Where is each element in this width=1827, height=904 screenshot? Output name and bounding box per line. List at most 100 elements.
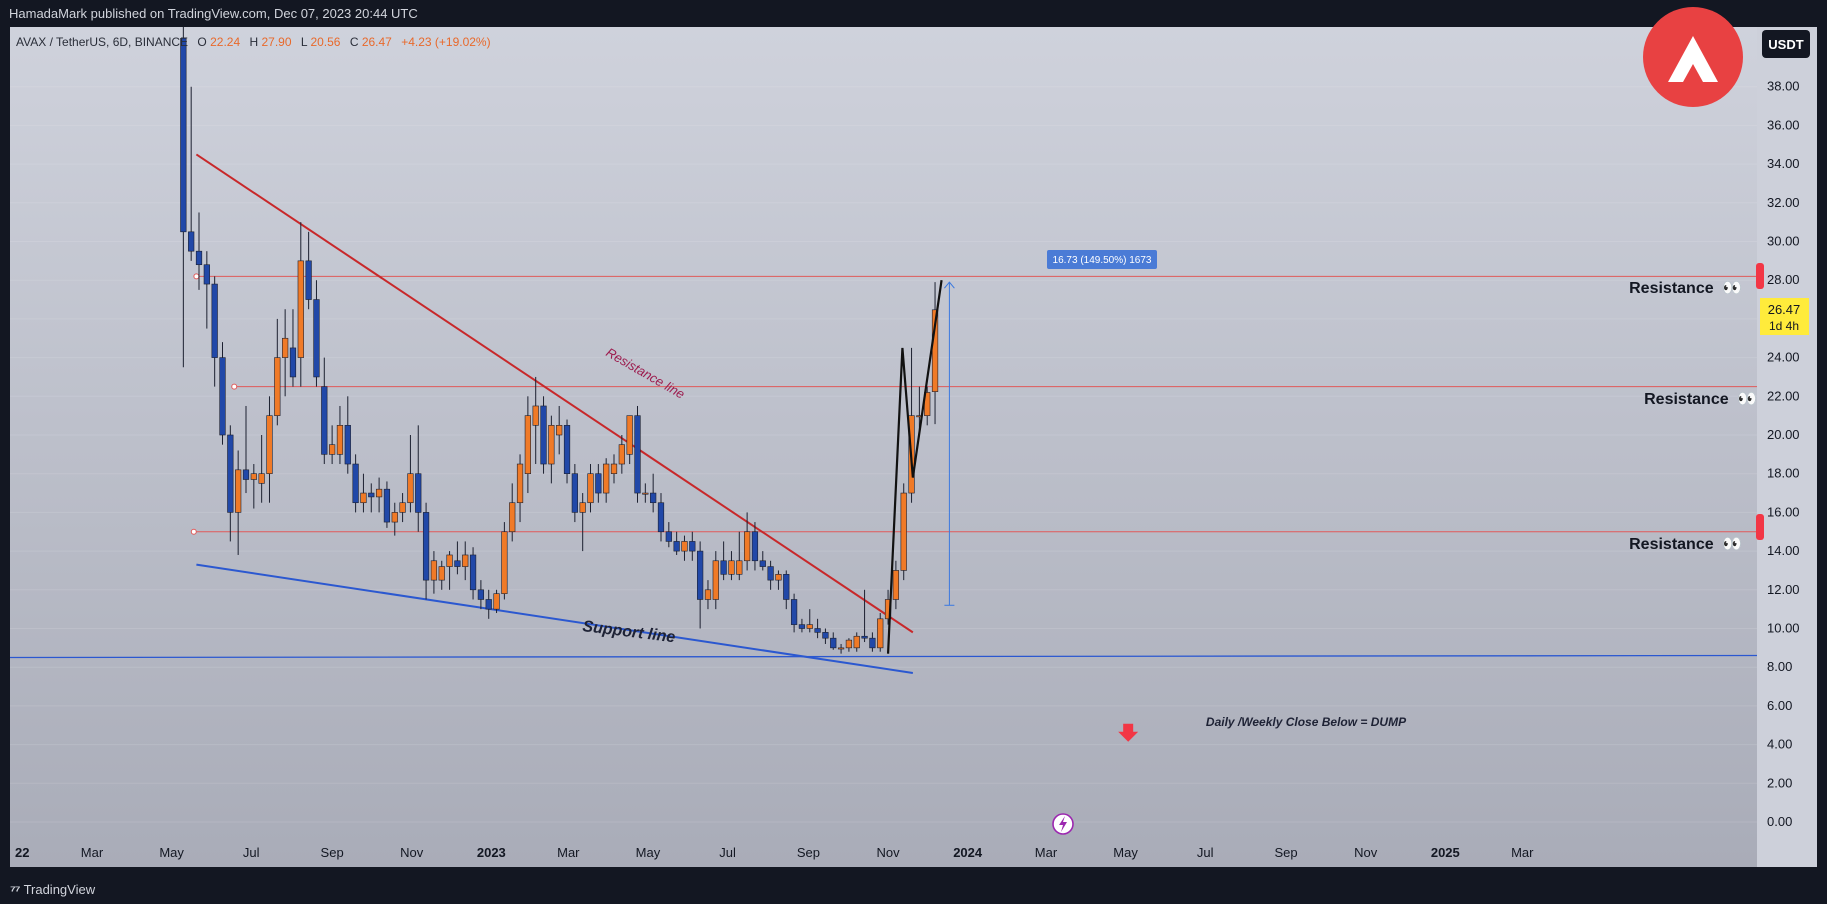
candle[interactable] xyxy=(493,589,500,614)
candle[interactable] xyxy=(235,450,242,555)
candle[interactable] xyxy=(790,593,798,633)
candle[interactable] xyxy=(188,86,195,261)
candle[interactable] xyxy=(681,535,688,561)
candle[interactable] xyxy=(642,483,649,503)
candle[interactable] xyxy=(587,464,594,513)
candle[interactable] xyxy=(540,396,547,474)
candle[interactable] xyxy=(845,638,853,652)
candle[interactable] xyxy=(595,464,602,503)
support-trend-line[interactable] xyxy=(196,563,914,674)
candle[interactable] xyxy=(704,580,712,610)
candle[interactable] xyxy=(266,396,273,503)
candle[interactable] xyxy=(391,502,398,536)
candle[interactable] xyxy=(360,473,367,513)
candle[interactable] xyxy=(657,493,665,542)
candle[interactable] xyxy=(861,589,868,643)
alert-flag[interactable] xyxy=(1756,263,1764,289)
candle[interactable] xyxy=(368,483,375,513)
candle[interactable] xyxy=(211,276,218,387)
candle[interactable] xyxy=(524,396,531,494)
candle[interactable] xyxy=(775,570,782,590)
candle[interactable] xyxy=(822,628,829,644)
level-anchor-point[interactable] xyxy=(193,273,200,280)
candle[interactable] xyxy=(195,212,203,290)
candle[interactable] xyxy=(344,396,351,474)
candle[interactable] xyxy=(242,405,250,494)
candle[interactable] xyxy=(783,570,790,610)
candle[interactable] xyxy=(743,512,751,571)
candle[interactable] xyxy=(258,435,265,503)
candle[interactable] xyxy=(548,415,555,484)
level-anchor-point[interactable] xyxy=(231,383,238,390)
candle[interactable] xyxy=(383,481,391,528)
candle[interactable] xyxy=(477,580,485,610)
candle[interactable] xyxy=(462,541,469,581)
candle[interactable] xyxy=(407,435,414,513)
currency-button[interactable]: USDT xyxy=(1762,30,1810,58)
candle[interactable] xyxy=(736,531,743,581)
candle[interactable] xyxy=(329,425,336,465)
candle[interactable] xyxy=(728,551,735,581)
candle[interactable] xyxy=(446,551,453,590)
candle[interactable] xyxy=(877,613,884,652)
candle[interactable] xyxy=(305,231,312,310)
candle[interactable] xyxy=(697,541,704,629)
candle[interactable] xyxy=(689,531,696,561)
candle[interactable] xyxy=(806,609,813,633)
candle[interactable] xyxy=(869,632,876,652)
candle[interactable] xyxy=(516,454,524,523)
candle[interactable] xyxy=(336,405,344,465)
candle[interactable] xyxy=(665,522,672,548)
candle[interactable] xyxy=(297,222,304,387)
candle[interactable] xyxy=(767,560,774,590)
resistance-trend-line[interactable] xyxy=(195,153,914,634)
candle[interactable] xyxy=(720,541,727,581)
candle[interactable] xyxy=(282,309,289,397)
zigzag-path[interactable] xyxy=(886,280,943,654)
candle[interactable] xyxy=(900,483,907,581)
candle[interactable] xyxy=(563,419,571,484)
candle[interactable] xyxy=(579,493,586,552)
tradingview-logo[interactable]: ⁷⁷ TradingView xyxy=(10,876,95,904)
candle[interactable] xyxy=(814,618,821,639)
candle[interactable] xyxy=(837,643,845,654)
candle[interactable] xyxy=(571,464,578,523)
lightning-icon[interactable] xyxy=(1052,813,1074,835)
candle[interactable] xyxy=(509,483,516,542)
candle[interactable] xyxy=(438,560,445,590)
candle[interactable] xyxy=(603,458,610,503)
candle[interactable] xyxy=(759,551,766,571)
candle[interactable] xyxy=(422,502,430,600)
candle[interactable] xyxy=(415,425,422,532)
candle[interactable] xyxy=(618,435,625,474)
candle[interactable] xyxy=(830,632,837,650)
candle[interactable] xyxy=(853,632,860,652)
candle[interactable] xyxy=(892,560,900,610)
candle[interactable] xyxy=(634,405,641,503)
candle[interactable] xyxy=(399,493,406,523)
support-level-line[interactable] xyxy=(10,654,1757,659)
alert-flag[interactable] xyxy=(1756,514,1764,540)
candle[interactable] xyxy=(751,522,759,571)
candle[interactable] xyxy=(454,541,461,575)
candle[interactable] xyxy=(532,376,539,465)
candle[interactable] xyxy=(180,9,187,368)
candle[interactable] xyxy=(430,551,438,594)
level-anchor-point[interactable] xyxy=(190,528,197,535)
candle[interactable] xyxy=(712,551,719,610)
price-axis-background[interactable] xyxy=(1757,27,1817,867)
candle[interactable] xyxy=(274,318,281,426)
candle[interactable] xyxy=(227,425,234,542)
candle[interactable] xyxy=(203,251,210,329)
candle[interactable] xyxy=(556,405,563,455)
candle[interactable] xyxy=(469,547,477,600)
candle[interactable] xyxy=(219,342,226,445)
candle[interactable] xyxy=(313,280,320,387)
candle[interactable] xyxy=(626,415,633,465)
candle[interactable] xyxy=(250,464,257,509)
candle[interactable] xyxy=(321,357,328,465)
candle[interactable] xyxy=(375,477,383,513)
candle[interactable] xyxy=(650,473,657,513)
candle[interactable] xyxy=(352,454,359,513)
